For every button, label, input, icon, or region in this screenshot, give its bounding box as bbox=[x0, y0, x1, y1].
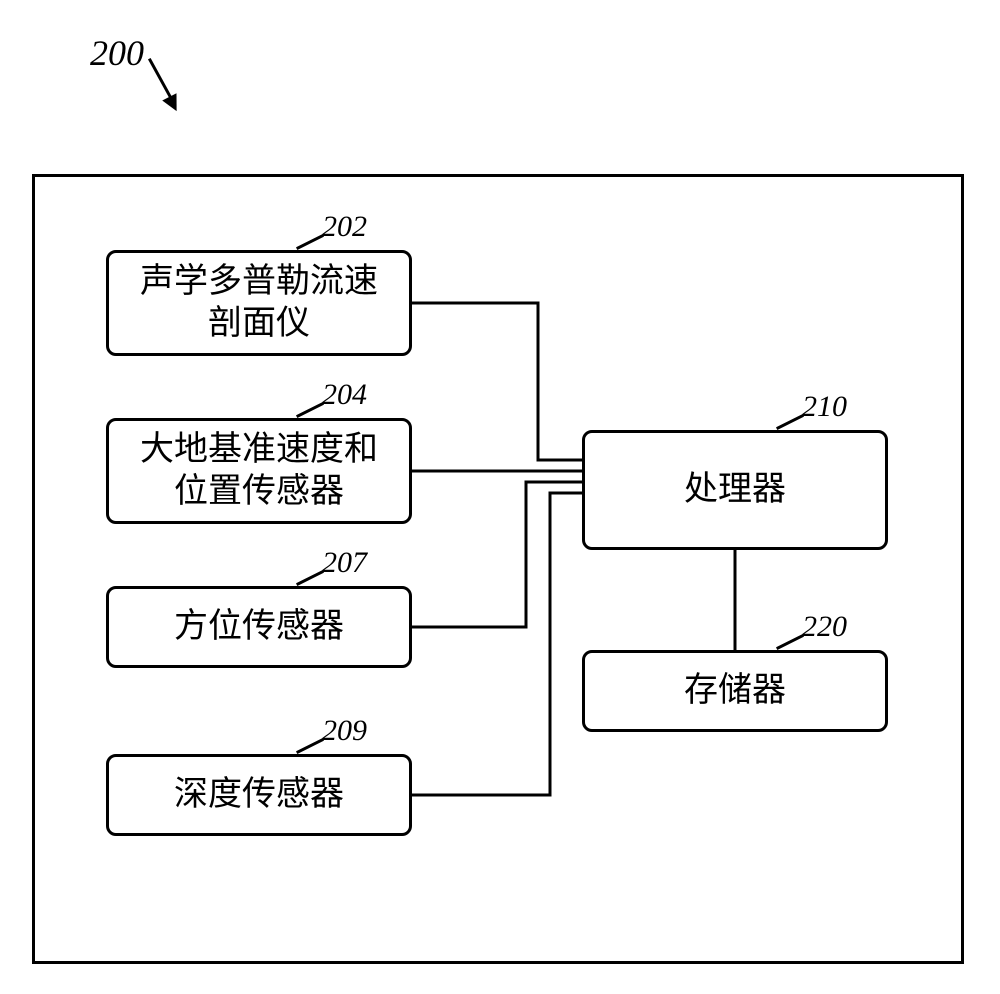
node-earth: 大地基准速度和 位置传感器 bbox=[106, 418, 412, 524]
node-depth: 深度传感器 bbox=[106, 754, 412, 836]
ref-adcp: 202 bbox=[322, 210, 367, 244]
ref-earth: 204 bbox=[322, 378, 367, 412]
figure-ref-label: 200 bbox=[90, 32, 144, 74]
node-processor-label: 处理器 bbox=[684, 469, 786, 512]
node-heading-label: 方位传感器 bbox=[174, 606, 344, 649]
diagram-canvas: 200 声学多普勒流速 剖面仪 大地基准速度和 位置传感器 bbox=[0, 0, 1000, 994]
node-earth-label-l1: 大地基准速度和 bbox=[140, 429, 378, 472]
node-earth-label-l2: 位置传感器 bbox=[140, 471, 378, 514]
node-processor: 处理器 bbox=[582, 430, 888, 550]
node-heading: 方位传感器 bbox=[106, 586, 412, 668]
figure-ref-arrowhead bbox=[162, 93, 184, 115]
node-adcp-label-l1: 声学多普勒流速 bbox=[140, 261, 378, 304]
ref-depth: 209 bbox=[322, 714, 367, 748]
node-memory: 存储器 bbox=[582, 650, 888, 732]
node-memory-label: 存储器 bbox=[684, 670, 786, 713]
ref-heading: 207 bbox=[322, 546, 367, 580]
node-adcp-label-l2: 剖面仪 bbox=[140, 303, 378, 346]
ref-memory: 220 bbox=[802, 610, 847, 644]
node-adcp: 声学多普勒流速 剖面仪 bbox=[106, 250, 412, 356]
ref-processor: 210 bbox=[802, 390, 847, 424]
node-depth-label: 深度传感器 bbox=[174, 774, 344, 817]
